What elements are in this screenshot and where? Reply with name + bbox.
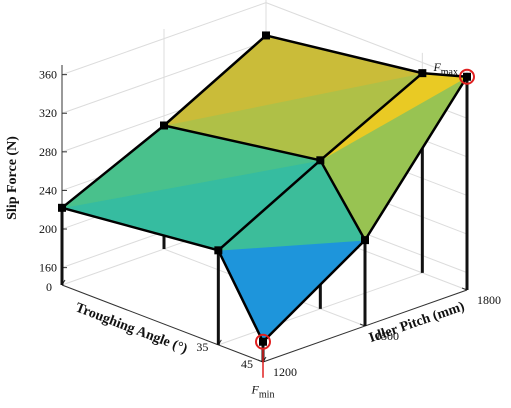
x-axis-label: Troughing Angle (°) [73,300,189,357]
max-marker [459,68,475,85]
max-label: Fmax [432,60,458,78]
z-tick-label: 360 [39,68,57,82]
grid-line [265,2,468,81]
min-label: Fmin [251,383,275,401]
vertex-marker [160,121,168,130]
vertex-marker [316,156,325,165]
z-tick-label: 160 [39,261,57,275]
x-tick-label: 0 [46,280,52,294]
vertex-marker [214,246,223,255]
y-tick-label: 1500 [375,329,399,343]
y-tick-label: 1200 [273,365,297,379]
vertex-marker [361,236,369,245]
z-tick-label: 200 [39,222,57,236]
z-tick-label: 240 [39,183,57,197]
z-tick-label: 320 [39,106,57,120]
surface-face [217,239,367,343]
vertex-marker [463,72,471,81]
z-axis-label: Slip Force (N) [5,136,20,220]
annotation-subscript: min [259,390,275,401]
z-tick-label: 280 [39,145,57,159]
y-tick-label: 1800 [477,293,501,307]
annotation-subscript: max [441,67,458,78]
annotation-symbol: F [432,60,441,74]
x-tick-label: 45 [241,357,253,371]
vertex-marker [58,203,66,212]
annotation-symbol: F [251,383,260,397]
vertex-marker [418,69,427,78]
vertex-marker [262,31,270,40]
x-tick-label: 35 [196,340,208,354]
x-axis [61,284,264,363]
vertex-marker [259,337,267,346]
